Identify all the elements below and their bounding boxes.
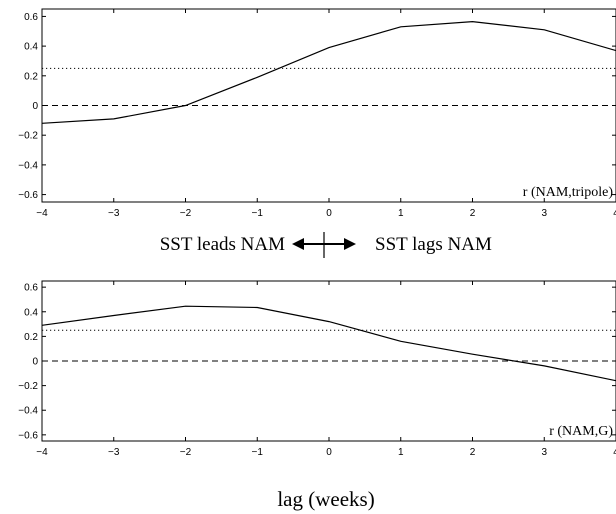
x-tick-label: −3 bbox=[108, 208, 120, 219]
x-axis-label: lag (weeks) bbox=[277, 487, 374, 511]
y-tick-label: 0 bbox=[32, 101, 38, 112]
x-tick-label: −2 bbox=[180, 447, 192, 458]
plot-frame bbox=[41, 280, 616, 442]
plot-frame bbox=[41, 8, 616, 203]
correlation-label: r (NAM,tripole) bbox=[523, 185, 614, 200]
x-tick-label: 0 bbox=[326, 208, 332, 219]
x-tick-label: 0 bbox=[326, 447, 332, 458]
y-tick-label: 0.4 bbox=[24, 42, 38, 53]
x-tick-label: −3 bbox=[108, 447, 120, 458]
x-tick-label: 3 bbox=[541, 447, 547, 458]
y-tick-label: −0.2 bbox=[18, 131, 38, 142]
x-tick-label: −1 bbox=[252, 208, 264, 219]
y-tick-label: −0.6 bbox=[18, 190, 38, 201]
y-tick-label: −0.2 bbox=[18, 381, 38, 392]
top-panel: −4 −3 −2 −1 0 1 2 3 4 0.6 0.4 0.2 0 −0.2 −0.4 −0.6 r (NA… bbox=[18, 8, 616, 219]
x-tick-label: 3 bbox=[541, 208, 547, 219]
correlation-line bbox=[41, 20, 616, 124]
x-tick-label: −2 bbox=[180, 208, 192, 219]
correlation-label: r (NAM,G) bbox=[549, 424, 613, 439]
y-tick-label: 0 bbox=[32, 357, 38, 368]
x-tick-label: 1 bbox=[398, 447, 404, 458]
y-tick-label: 0.6 bbox=[24, 12, 38, 23]
x-tick-label: 2 bbox=[470, 447, 476, 458]
y-tick-label: 0.2 bbox=[24, 71, 38, 82]
x-tick-label: 2 bbox=[470, 208, 476, 219]
bottom-panel: −4 −3 −2 −1 0 1 2 3 4 0.6 0.4 0.2 0 −0.2 −0.4 −0.6 r (NA… bbox=[18, 280, 616, 458]
correlation-line bbox=[41, 305, 616, 382]
x-tick-label: 1 bbox=[398, 208, 404, 219]
x-tick-label: −4 bbox=[36, 208, 48, 219]
sst-leads-label: SST leads NAM bbox=[160, 234, 285, 255]
y-tick-label: −0.4 bbox=[18, 406, 38, 417]
y-tick-label: −0.6 bbox=[18, 430, 38, 441]
double-arrow-icon bbox=[292, 232, 356, 258]
sst-lags-label: SST lags NAM bbox=[375, 234, 492, 255]
y-tick-label: 0.4 bbox=[24, 307, 38, 318]
x-tick-label: −1 bbox=[252, 447, 264, 458]
x-tick-label: 4 bbox=[613, 208, 616, 219]
y-tick-label: 0.2 bbox=[24, 332, 38, 343]
y-tick-label: 0.6 bbox=[24, 283, 38, 294]
x-tick-label: −4 bbox=[36, 447, 48, 458]
x-tick-label: 4 bbox=[613, 447, 616, 458]
y-tick-label: −0.4 bbox=[18, 160, 38, 171]
